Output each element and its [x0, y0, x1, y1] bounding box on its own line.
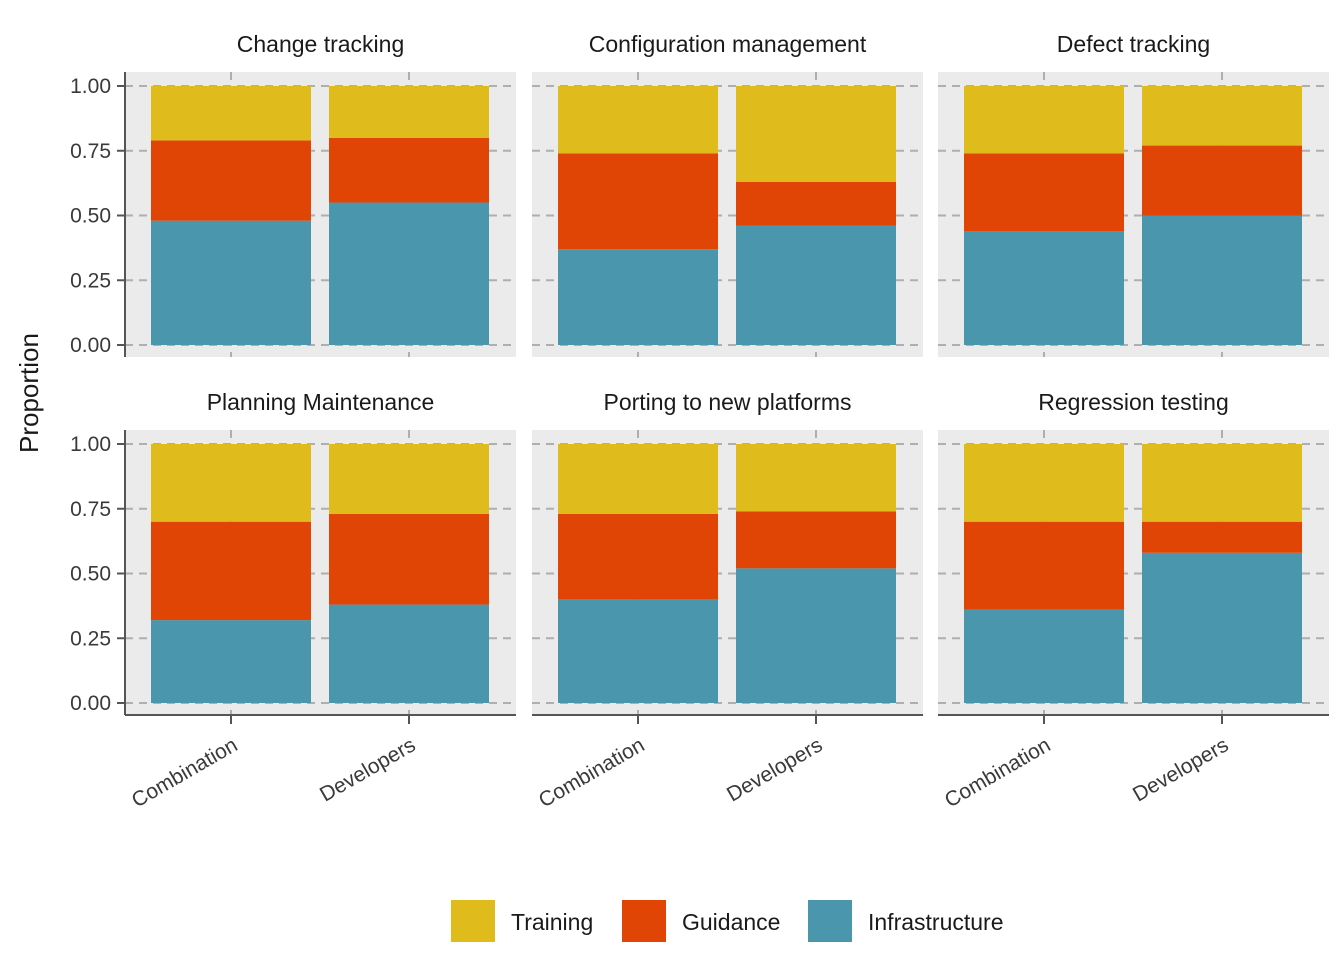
bar-segment [558, 153, 718, 250]
bar-segment [736, 181, 896, 226]
bar-segment [736, 568, 896, 703]
facet-title: Defect tracking [1057, 31, 1210, 57]
bar-segment [558, 249, 718, 345]
x-tick-label: Developers [1129, 733, 1233, 806]
bar-segment [151, 620, 311, 703]
y-tick-label: 0.75 [70, 140, 111, 163]
bar-segment [151, 521, 311, 621]
bar-segment [1142, 444, 1302, 522]
x-tick-label: Combination [941, 733, 1055, 812]
legend-label: Guidance [682, 909, 780, 935]
bar-segment [558, 444, 718, 514]
bar-segment [736, 511, 896, 569]
y-tick-label: 0.50 [70, 205, 111, 228]
bar-segment [151, 86, 311, 141]
bar-segment [964, 609, 1124, 703]
legend-swatch [451, 900, 495, 942]
bar-segment [736, 444, 896, 512]
y-tick-label: 0.00 [70, 692, 111, 715]
bar-segment [558, 513, 718, 600]
bar-segment [1142, 521, 1302, 553]
facet-panel: Change tracking 0.00 0.25 0.50 0.75 1.00 [70, 31, 516, 357]
legend-label: Training [511, 909, 593, 935]
bar-segment [964, 444, 1124, 522]
facet-title: Regression testing [1038, 389, 1229, 415]
facet-panel: Regression testing Combination Developers [938, 389, 1329, 812]
bar-segment [151, 444, 311, 522]
x-tick-label: Developers [316, 733, 420, 806]
bar-segment [329, 202, 489, 345]
facet-panel: Defect tracking [938, 31, 1329, 357]
bar-segment [558, 86, 718, 154]
bar-segment [329, 604, 489, 703]
facet-panel: Configuration management [532, 31, 923, 357]
bar-segment [329, 137, 489, 203]
x-tick-label: Combination [535, 733, 649, 812]
bar-segment [736, 225, 896, 345]
bar-segment [329, 513, 489, 605]
x-tick-label: Combination [128, 733, 242, 812]
facet-title: Planning Maintenance [207, 389, 435, 415]
facet-panel: Porting to new platforms Combination Devel… [532, 389, 923, 812]
bar-segment [329, 86, 489, 138]
legend-swatch [808, 900, 852, 942]
facet-panel: Planning Maintenance 0.00 0.25 0.50 0.75 1.00… [70, 389, 516, 812]
facet-title: Porting to new platforms [603, 389, 851, 415]
y-tick-label: 0.25 [70, 627, 111, 650]
legend-swatch [622, 900, 666, 942]
bar-segment [1142, 145, 1302, 216]
bar-segment [964, 153, 1124, 232]
y-tick-label: 1.00 [70, 75, 111, 98]
bar-segment [329, 444, 489, 514]
bar-segment [964, 521, 1124, 610]
bar-segment [736, 86, 896, 182]
legend-item: Training [451, 900, 593, 942]
legend-item: Infrastructure [808, 900, 1004, 942]
y-axis-label: Proportion [14, 333, 44, 453]
legend-label: Infrastructure [868, 909, 1004, 935]
y-tick-label: 0.25 [70, 269, 111, 292]
x-tick-label: Developers [723, 733, 827, 806]
bar-segment [1142, 552, 1302, 703]
legend-item: Guidance [622, 900, 780, 942]
bar-segment [1142, 215, 1302, 345]
bar-segment [151, 220, 311, 345]
y-tick-label: 0.50 [70, 563, 111, 586]
legend: Training Guidance Infrastructure [451, 900, 1004, 942]
bar-segment [558, 599, 718, 703]
bar-segment [964, 86, 1124, 154]
y-tick-label: 0.00 [70, 334, 111, 357]
bar-segment [964, 231, 1124, 345]
bar-segment [1142, 86, 1302, 146]
facet-title: Configuration management [589, 31, 867, 57]
y-tick-label: 1.00 [70, 433, 111, 456]
bar-segment [151, 140, 311, 221]
y-tick-label: 0.75 [70, 498, 111, 521]
facet-title: Change tracking [237, 31, 405, 57]
